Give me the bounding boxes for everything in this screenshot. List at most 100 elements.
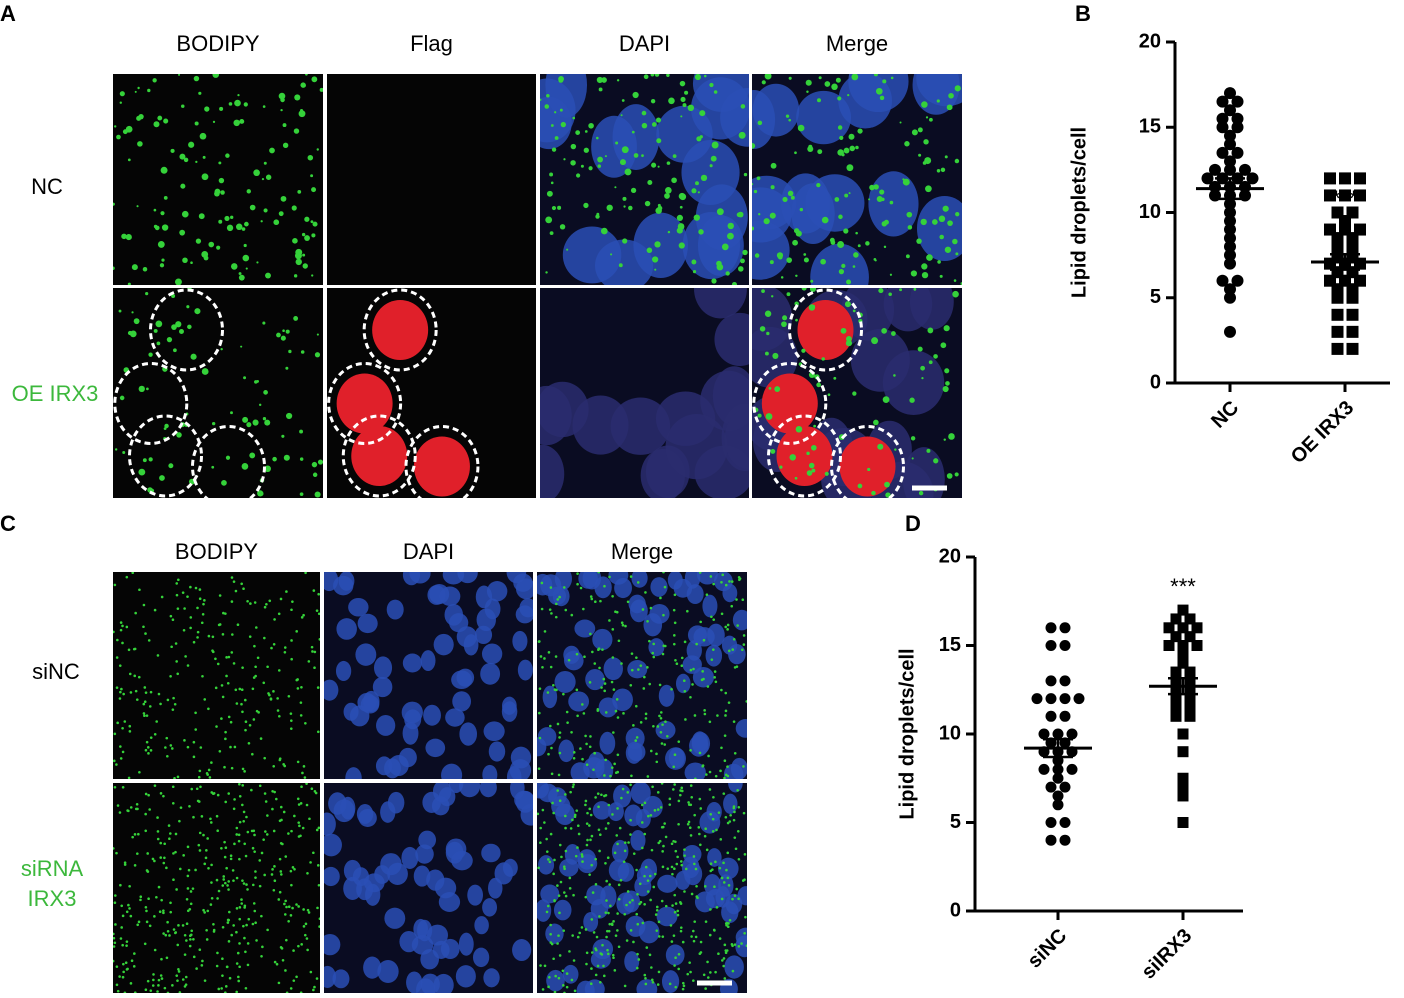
lipid-droplet [763,218,770,225]
lipid-droplet [565,972,569,975]
lipid-droplet [590,951,594,954]
lipid-droplet [640,803,644,807]
lipid-droplet [246,888,249,891]
lipid-droplet [113,959,115,963]
lipid-droplet [607,929,611,933]
lipid-droplet [655,929,659,932]
lipid-droplet [727,701,731,704]
lipid-droplet [237,975,240,979]
cell-outline [191,425,266,498]
lipid-droplet [829,237,835,243]
lipid-droplet [670,687,673,691]
lipid-droplet [560,855,563,859]
lipid-droplet [713,90,718,94]
lipid-droplet [926,448,931,453]
lipid-droplet [262,105,266,108]
lipid-droplet [277,981,281,985]
lipid-droplet [706,976,710,979]
lipid-droplet [583,655,586,659]
lipid-droplet [194,711,197,715]
lipid-droplet [709,812,713,816]
lipid-droplet [611,953,615,957]
lipid-droplet [553,899,556,902]
nucleus [735,935,747,958]
lipid-droplet [189,933,193,937]
lipid-droplet [871,490,876,496]
lipid-droplet [581,860,584,863]
lipid-droplet [545,850,549,853]
lipid-droplet [946,104,953,111]
lipid-droplet [642,687,646,690]
lipid-droplet [182,257,188,264]
nucleus [643,613,663,637]
lipid-droplet [572,751,576,754]
data-point [1045,640,1057,651]
nucleus [488,741,506,762]
lipid-droplet [910,270,918,277]
panel-label: D [905,511,921,536]
lipid-droplet [705,773,708,776]
lipid-droplet [313,650,317,654]
nucleus [707,848,722,867]
lipid-droplet [116,638,119,642]
data-point [1177,817,1189,828]
lipid-droplet [119,628,123,632]
nucleus [752,220,790,280]
lipid-droplet [304,235,310,241]
lipid-droplet [190,261,193,264]
lipid-droplet [689,748,692,752]
lipid-droplet [146,746,150,749]
lipid-droplet [726,623,730,627]
nucleus [546,969,565,992]
lipid-droplet [694,867,698,871]
lipid-droplet [303,776,307,779]
lipid-droplet [230,651,234,654]
y-axis-label: Lipid droplets/cell [1068,127,1090,298]
lipid-droplet [278,857,282,861]
lipid-droplet [810,279,814,283]
lipid-droplet [221,479,227,486]
lipid-droplet [679,860,683,863]
lipid-droplet [287,905,291,909]
data-point [1331,291,1344,304]
data-point [1045,781,1057,793]
lipid-droplet [245,267,248,270]
lipid-droplet [153,732,157,736]
lipid-droplet [562,929,566,932]
lipid-droplet [210,881,213,884]
lipid-droplet [742,811,746,815]
lipid-droplet [675,662,679,666]
lipid-droplet [156,654,160,657]
lipid-droplet [254,870,257,873]
lipid-droplet [551,205,557,211]
lipid-droplet [662,844,665,848]
lipid-droplet [195,967,198,970]
image-background [113,572,320,779]
lipid-droplet [170,747,174,750]
lipid-droplet [657,935,661,938]
lipid-droplet [577,832,581,836]
lipid-droplet [210,791,214,794]
nucleus [613,784,632,808]
nucleus [608,802,624,822]
lipid-droplet [207,634,211,638]
lipid-droplet [133,864,137,867]
lipid-droplet [708,770,712,774]
lipid-droplet [549,665,553,669]
lipid-droplet [918,153,922,157]
lipid-droplet [153,328,158,333]
lipid-droplet [952,290,959,298]
lipid-droplet [794,301,799,306]
data-point [1239,163,1251,176]
lipid-droplet [647,180,653,185]
lipid-droplet [211,650,215,654]
lipid-droplet [187,868,191,872]
lipid-droplet [219,106,224,111]
lipid-droplet [652,655,656,659]
lipid-droplet [235,907,239,910]
lipid-droplet [289,712,293,715]
lipid-droplet [295,975,298,979]
lipid-droplet [125,125,133,133]
lipid-droplet [168,934,171,937]
lipid-droplet [240,898,243,901]
